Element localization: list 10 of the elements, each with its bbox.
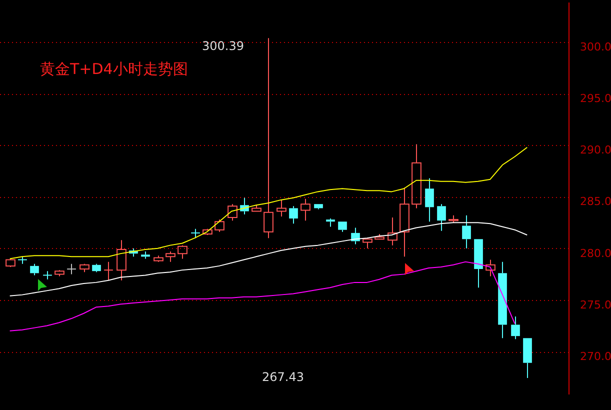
y-tick-label: 275.0 (580, 298, 611, 312)
text: 黄金T+D4小时走势图 (40, 60, 188, 78)
annotation: 300.39 (202, 39, 244, 54)
y-tick-label: 285.0 (580, 195, 611, 208)
y-tick-label: 270.0 (580, 350, 611, 363)
y-tick-label: 295.0 (580, 92, 611, 106)
annotation: 267.43 (262, 370, 304, 384)
y-tick-label: 280.0 (580, 246, 611, 260)
y-tick-label: 300.0 (580, 40, 611, 54)
y-tick-label: 290.0 (580, 144, 611, 157)
